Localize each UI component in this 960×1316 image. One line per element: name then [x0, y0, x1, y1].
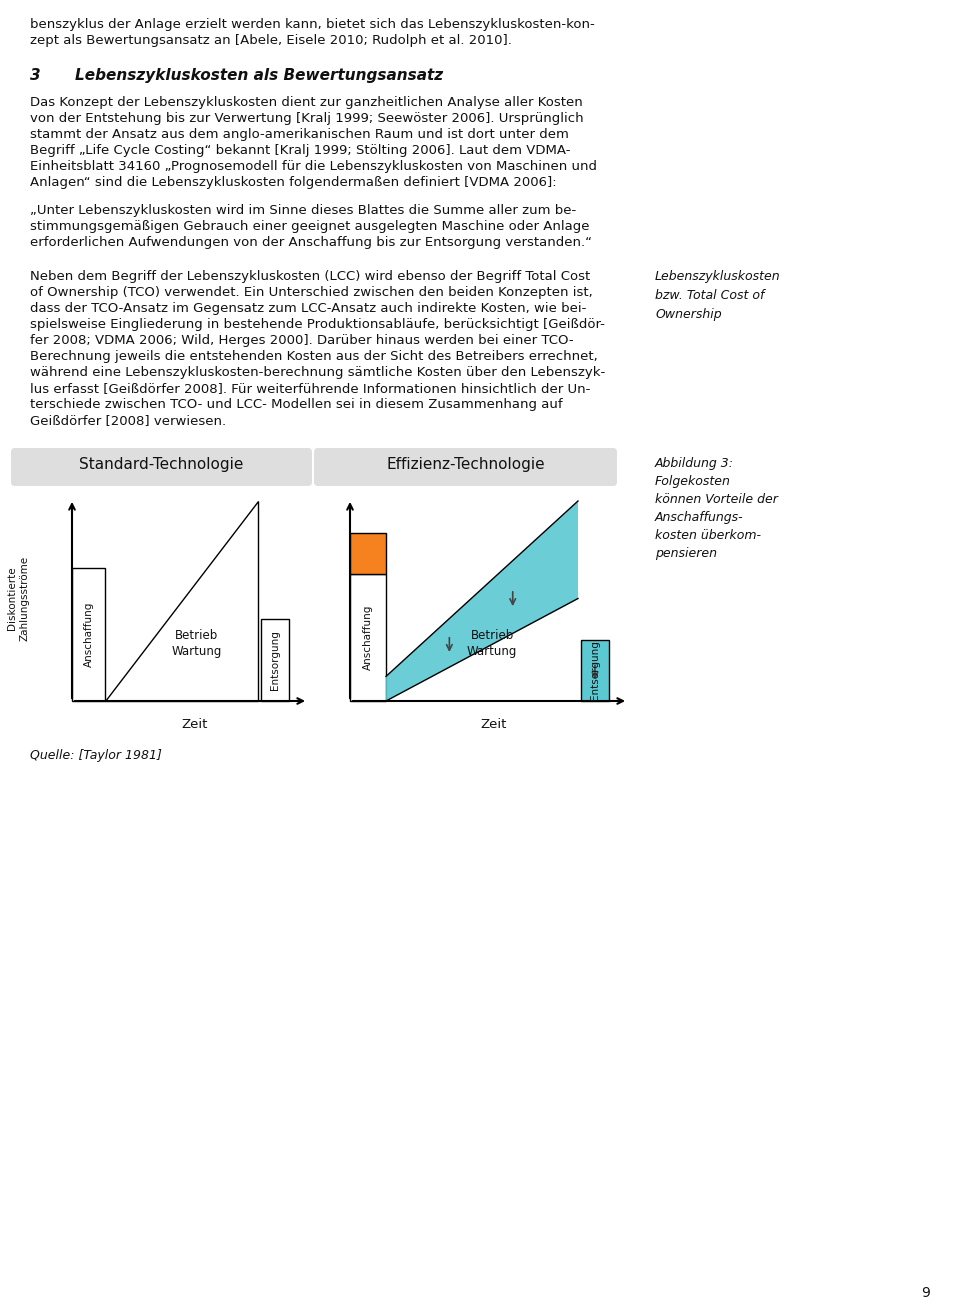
FancyBboxPatch shape	[314, 447, 617, 486]
FancyBboxPatch shape	[11, 447, 312, 486]
Text: lus erfasst [Geißdörfer 2008]. Für weiterführende Informationen hinsichtlich der: lus erfasst [Geißdörfer 2008]. Für weite…	[30, 382, 590, 395]
Bar	[350, 574, 386, 701]
Text: 3: 3	[30, 68, 40, 83]
Text: Diskontierte
Zahlungsströme: Diskontierte Zahlungsströme	[7, 555, 29, 641]
Text: zept als Bewertungsansatz an [Abele, Eisele 2010; Rudolph et al. 2010].: zept als Bewertungsansatz an [Abele, Eis…	[30, 34, 512, 47]
Text: dass der TCO-Ansatz im Gegensatz zum LCC-Ansatz auch indirekte Kosten, wie bei-: dass der TCO-Ansatz im Gegensatz zum LCC…	[30, 301, 587, 315]
Bar	[350, 533, 386, 574]
Polygon shape	[105, 501, 258, 701]
Text: Das Konzept der Lebenszykluskosten dient zur ganzheitlichen Analyse aller Kosten: Das Konzept der Lebenszykluskosten dient…	[30, 96, 583, 109]
Text: stimmungsgemäßigen Gebrauch einer geeignet ausgelegten Maschine oder Anlage: stimmungsgemäßigen Gebrauch einer geeign…	[30, 220, 589, 233]
Text: Einheitsblatt 34160 „Prognosemodell für die Lebenszykluskosten von Maschinen und: Einheitsblatt 34160 „Prognosemodell für …	[30, 161, 597, 172]
Text: Begriff „Life Cycle Costing“ bekannt [Kralj 1999; Stölting 2006]. Laut dem VDMA-: Begriff „Life Cycle Costing“ bekannt [Kr…	[30, 143, 570, 157]
Text: Betrieb
Wartung: Betrieb Wartung	[467, 629, 517, 658]
Text: benszyklus der Anlage erzielt werden kann, bietet sich das Lebenszykluskosten­ko: benszyklus der Anlage erzielt werden kan…	[30, 18, 595, 32]
Text: erforderlichen Aufwendungen von der Anschaffung bis zur Entsorgung verstanden.“: erforderlichen Aufwendungen von der Ansc…	[30, 236, 592, 249]
Polygon shape	[386, 501, 578, 701]
Text: Zeit: Zeit	[181, 719, 208, 730]
Text: „Unter Lebenszykluskosten wird im Sinne dieses Blattes die Summe aller zum be-: „Unter Lebenszykluskosten wird im Sinne …	[30, 204, 576, 217]
Text: Entsorgung: Entsorgung	[590, 641, 600, 700]
Text: Standard-Technologie: Standard-Technologie	[80, 458, 244, 472]
Text: Berechnung jeweils die entstehenden Kosten aus der Sicht des Betreibers errechne: Berechnung jeweils die entstehenden Kost…	[30, 350, 598, 363]
Text: Lebenszykluskosten
bzw. Total Cost of
Ownership: Lebenszykluskosten bzw. Total Cost of Ow…	[655, 270, 780, 321]
Text: während eine Lebenszykluskosten­berechnung sämtliche Kosten über den Lebenszyk-: während eine Lebenszykluskosten­berechnu…	[30, 366, 605, 379]
Text: of Ownership (TCO) verwendet. Ein Unterschied zwischen den beiden Konzepten ist,: of Ownership (TCO) verwendet. Ein Unters…	[30, 286, 592, 299]
Bar	[581, 640, 609, 701]
Text: Quelle: [Taylor 1981]: Quelle: [Taylor 1981]	[30, 749, 162, 762]
Text: fer 2008; VDMA 2006; Wild, Herges 2000]. Darüber hinaus werden bei einer TCO-: fer 2008; VDMA 2006; Wild, Herges 2000].…	[30, 334, 574, 347]
Text: Effizienz-Technologie: Effizienz-Technologie	[386, 458, 545, 472]
Text: Anschaffung: Anschaffung	[84, 601, 93, 667]
Text: Abbildung 3:
Folgekosten
können Vorteile der
Anschaffungs-
kosten überkom-
pensi: Abbildung 3: Folgekosten können Vorteile…	[655, 457, 778, 561]
Text: 9: 9	[922, 1286, 930, 1300]
Text: von der Entstehung bis zur Verwertung [Kralj 1999; Seewöster 2006]. Ursprünglich: von der Entstehung bis zur Verwertung [K…	[30, 112, 584, 125]
Polygon shape	[386, 599, 578, 701]
Text: Neben dem Begriff der Lebenszykluskosten (LCC) wird ebenso der Begriff Total Cos: Neben dem Begriff der Lebenszykluskosten…	[30, 270, 590, 283]
Bar	[72, 567, 105, 701]
Text: stammt der Ansatz aus dem anglo-amerikanischen Raum und ist dort unter dem: stammt der Ansatz aus dem anglo-amerikan…	[30, 128, 569, 141]
Text: Anlagen“ sind die Lebenszykluskosten folgendermaßen definiert [VDMA 2006]:: Anlagen“ sind die Lebenszykluskosten fol…	[30, 176, 557, 190]
Text: Lebenszykluskosten als Bewertungsansatz: Lebenszykluskosten als Bewertungsansatz	[75, 68, 444, 83]
Text: Entsorgung: Entsorgung	[270, 630, 280, 690]
Text: Geißdörfer [2008] verwiesen.: Geißdörfer [2008] verwiesen.	[30, 415, 227, 426]
Text: Betrieb
Wartung: Betrieb Wartung	[171, 629, 222, 658]
Text: Anschaffung: Anschaffung	[363, 605, 373, 670]
Bar	[261, 619, 289, 701]
Text: Zeit: Zeit	[481, 719, 507, 730]
Text: terschiede zwischen TCO- und LCC- Modellen sei in diesem Zusammenhang auf: terschiede zwischen TCO- und LCC- Modell…	[30, 397, 563, 411]
Text: spielsweise Eingliederung in bestehende Produktionsabläufe, berücksichtigt [Geiß: spielsweise Eingliederung in bestehende …	[30, 318, 605, 332]
